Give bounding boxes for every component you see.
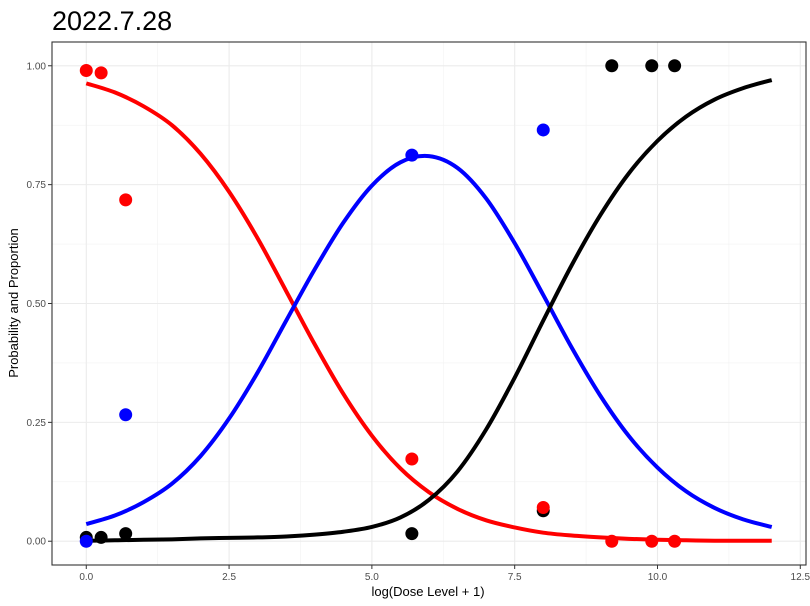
black-point	[405, 527, 419, 541]
y-axis-title: Probability and Proportion	[6, 228, 21, 378]
y-tick-label: 0.00	[27, 537, 47, 548]
blue-point	[119, 408, 133, 422]
blue-curve	[85, 153, 773, 529]
black-point	[94, 530, 108, 544]
red-point	[668, 534, 682, 548]
y-tick-label: 0.75	[27, 180, 47, 191]
x-axis-title: log(Dose Level + 1)	[371, 584, 484, 599]
red-point	[536, 500, 550, 514]
blue-point	[536, 123, 550, 137]
x-tick-label: 12.5	[791, 572, 810, 583]
red-point	[94, 66, 108, 80]
plot-border	[51, 41, 807, 566]
red-point	[119, 193, 133, 207]
y-tick-label: 0.25	[27, 418, 47, 429]
x-tick-label: 7.5	[508, 572, 522, 583]
black-point	[645, 59, 659, 73]
red-point	[405, 452, 419, 466]
plot-panel: 0.0 2.5 5.0 7.5 10.0 12.5 0.00 0.25 0.50 0.75 1.00	[27, 41, 810, 583]
blue-point	[405, 148, 419, 162]
y-tick-label: 1.00	[27, 61, 47, 72]
red-point	[79, 64, 93, 78]
black-point	[119, 527, 133, 541]
blue-point	[79, 534, 93, 548]
black-curve	[86, 78, 773, 543]
y-tick-label: 0.50	[27, 299, 47, 310]
x-tick-label: 5.0	[365, 572, 379, 583]
black-point	[605, 59, 619, 73]
red-point	[605, 534, 619, 548]
chart-title: 2022.7.28	[52, 6, 172, 36]
red-point	[645, 534, 659, 548]
x-tick-label: 2.5	[222, 572, 236, 583]
x-tick-label: 0.0	[79, 572, 93, 583]
black-point	[668, 59, 682, 73]
x-tick-label: 10.0	[648, 572, 668, 583]
